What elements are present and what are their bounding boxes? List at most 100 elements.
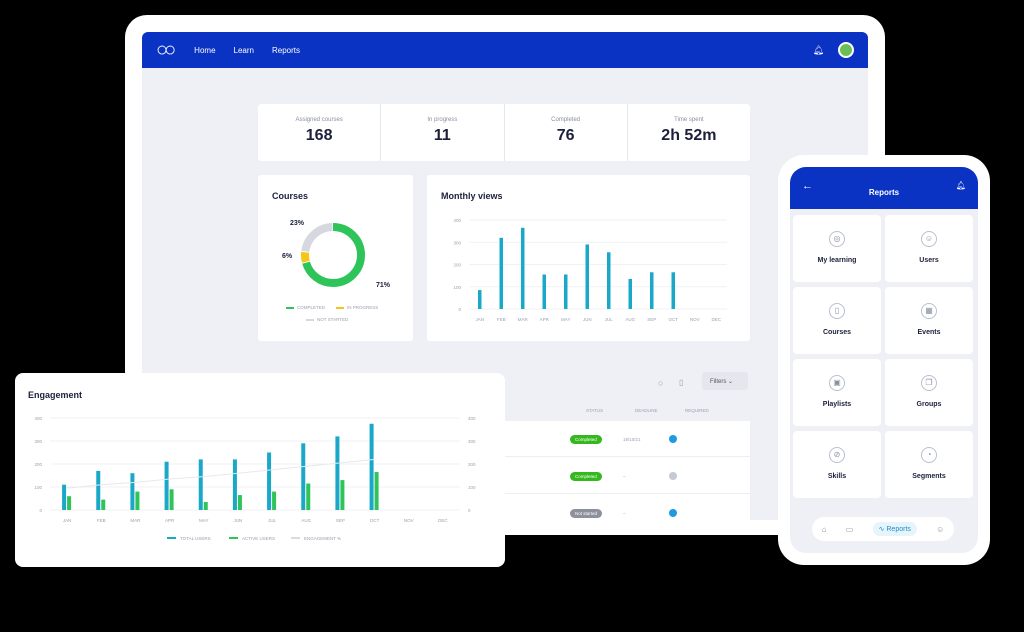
- nav-reports[interactable]: Reports: [271, 45, 300, 55]
- bar-views: [542, 274, 546, 309]
- top-nav: ○○ Home Learn Reports 🔔︎: [142, 32, 868, 68]
- label-in-progress: 6%: [282, 253, 293, 260]
- monthly-views-card: Monthly views 0 100 200 300 400 JAN FEB MAR APR M…: [427, 175, 750, 341]
- courses-title: Courses: [272, 191, 309, 201]
- not-required-icon: [669, 472, 677, 480]
- legend-label: COMPLETED: [297, 305, 326, 310]
- y-tick-right: 200: [468, 462, 476, 467]
- bar-active-users: [169, 489, 174, 510]
- bar-views: [585, 244, 589, 309]
- bar-active-users: [135, 491, 140, 510]
- x-tick: DEC: [711, 317, 721, 322]
- logo[interactable]: ○○: [156, 38, 176, 61]
- x-tick: DEC: [438, 518, 448, 523]
- x-tick: AUG: [625, 317, 635, 322]
- stat-value: 76: [556, 127, 575, 144]
- back-arrow-icon[interactable]: ←: [802, 180, 813, 192]
- tile-icon: ◔: [921, 447, 937, 463]
- bar-active-users: [67, 496, 72, 510]
- reports-tab[interactable]: ∿ Reports: [872, 522, 917, 536]
- stat-value: 11: [433, 127, 451, 144]
- stat-label: Completed: [551, 117, 581, 123]
- tile-events[interactable]: ▦ Events: [885, 287, 973, 354]
- phone-frame: ← Reports 🔔︎ ◎ My learning ☺ Users ▯ Courses ▦…: [778, 155, 990, 565]
- bar-views: [521, 227, 525, 309]
- y-tick: 100: [34, 485, 42, 490]
- stat-label: Time spent: [674, 117, 704, 123]
- legend-swatch: [229, 537, 238, 539]
- bar-total-users: [232, 459, 237, 510]
- legend-label: ENGAGEMENT %: [304, 536, 341, 541]
- legend-swatch: [291, 537, 300, 539]
- stat-label: In progress: [427, 117, 458, 123]
- y-tick-right: 300: [468, 439, 476, 444]
- phone-header: ← Reports 🔔︎: [790, 167, 978, 209]
- bell-icon[interactable]: 🔔︎: [955, 181, 966, 190]
- tile-courses[interactable]: ▯ Courses: [793, 287, 881, 354]
- filters-label: Filters: [710, 379, 727, 385]
- nav-home[interactable]: Home: [194, 45, 216, 55]
- legend-swatch: [286, 307, 294, 309]
- y-tick: 200: [34, 462, 42, 467]
- bar-total-users: [335, 436, 340, 510]
- stat-label: Assigned courses: [295, 117, 343, 123]
- tile-label: Skills: [827, 473, 847, 480]
- x-tick: FEB: [97, 518, 106, 523]
- home-icon[interactable]: ⌂: [821, 524, 827, 534]
- bar-views: [671, 272, 675, 309]
- courses-card: Courses 71% 6% 23% COMPLETED IN PROGRESS NOT …: [258, 175, 413, 341]
- label-not-started: 23%: [290, 220, 305, 227]
- status-badge: Completed: [570, 472, 602, 481]
- bar-active-users: [306, 483, 311, 510]
- legend-swatch: [167, 537, 176, 539]
- deadline: –: [623, 474, 626, 479]
- engagement-chart: 0 0 100 100 200 200 300 300 400 400 JAN FEB MAR APR MA…: [34, 416, 476, 541]
- bar-total-users: [96, 470, 101, 510]
- y-tick-right: 0: [468, 508, 471, 513]
- x-tick: MAY: [561, 317, 570, 322]
- stats-card: Assigned courses 168 In progress 11 Comple…: [258, 104, 750, 161]
- legend-swatch: [336, 307, 344, 309]
- bar-active-users: [340, 480, 345, 510]
- y-tick: 0: [458, 307, 461, 312]
- monthly-views-chart: 0 100 200 300 400 JAN FEB MAR APR MAY JUN JUL AUG SEP…: [453, 218, 727, 322]
- phone-title: Reports: [868, 188, 900, 197]
- check-icon: [669, 509, 677, 517]
- phone-screen: ← Reports 🔔︎ ◎ My learning ☺ Users ▯ Courses ▦…: [790, 167, 978, 553]
- search-icon[interactable]: ○: [658, 378, 664, 388]
- monthly-views-title: Monthly views: [441, 191, 503, 201]
- y-tick-right: 100: [468, 485, 476, 490]
- tile-label: Segments: [912, 473, 946, 480]
- bell-icon[interactable]: 🔔︎: [812, 44, 824, 55]
- tile-playlists[interactable]: ▣ Playlists: [793, 359, 881, 426]
- legend-label: NOT STARTED: [317, 317, 349, 322]
- tile-segments[interactable]: ◔ Segments: [885, 431, 973, 498]
- bar-active-users: [237, 495, 242, 510]
- filters-button[interactable]: Filters ⌄: [702, 372, 748, 390]
- tile-groups[interactable]: ❐ Groups: [885, 359, 973, 426]
- export-icon[interactable]: ▯: [679, 378, 684, 387]
- user-icon[interactable]: ☺: [936, 524, 945, 534]
- status-badge: Not started: [570, 509, 603, 518]
- x-tick: MAY: [199, 518, 208, 523]
- tile-skills[interactable]: ⊘ Skills: [793, 431, 881, 498]
- legend-label: IN PROGRESS: [347, 305, 378, 310]
- bar-active-users: [374, 472, 379, 510]
- tile-icon: ⊘: [829, 447, 845, 463]
- tile-label: My learning: [817, 257, 857, 264]
- x-tick: JUN: [234, 518, 243, 523]
- check-icon: [669, 435, 677, 443]
- x-tick: APR: [165, 518, 175, 523]
- x-tick: SEP: [336, 518, 345, 523]
- bar-active-users: [203, 501, 208, 510]
- avatar[interactable]: [838, 42, 854, 58]
- col-deadline: DEADLINE: [635, 408, 658, 413]
- nav-learn[interactable]: Learn: [233, 45, 254, 55]
- tile-label: Courses: [822, 329, 851, 336]
- tile-my-learning[interactable]: ◎ My learning: [793, 215, 881, 282]
- tile-users[interactable]: ☺ Users: [885, 215, 973, 282]
- x-tick: SEP: [647, 317, 656, 322]
- book-icon[interactable]: ▭: [845, 524, 854, 534]
- y-tick: 400: [453, 218, 461, 223]
- bottom-nav: ⌂ ▭ ∿ Reports ☺: [812, 517, 954, 541]
